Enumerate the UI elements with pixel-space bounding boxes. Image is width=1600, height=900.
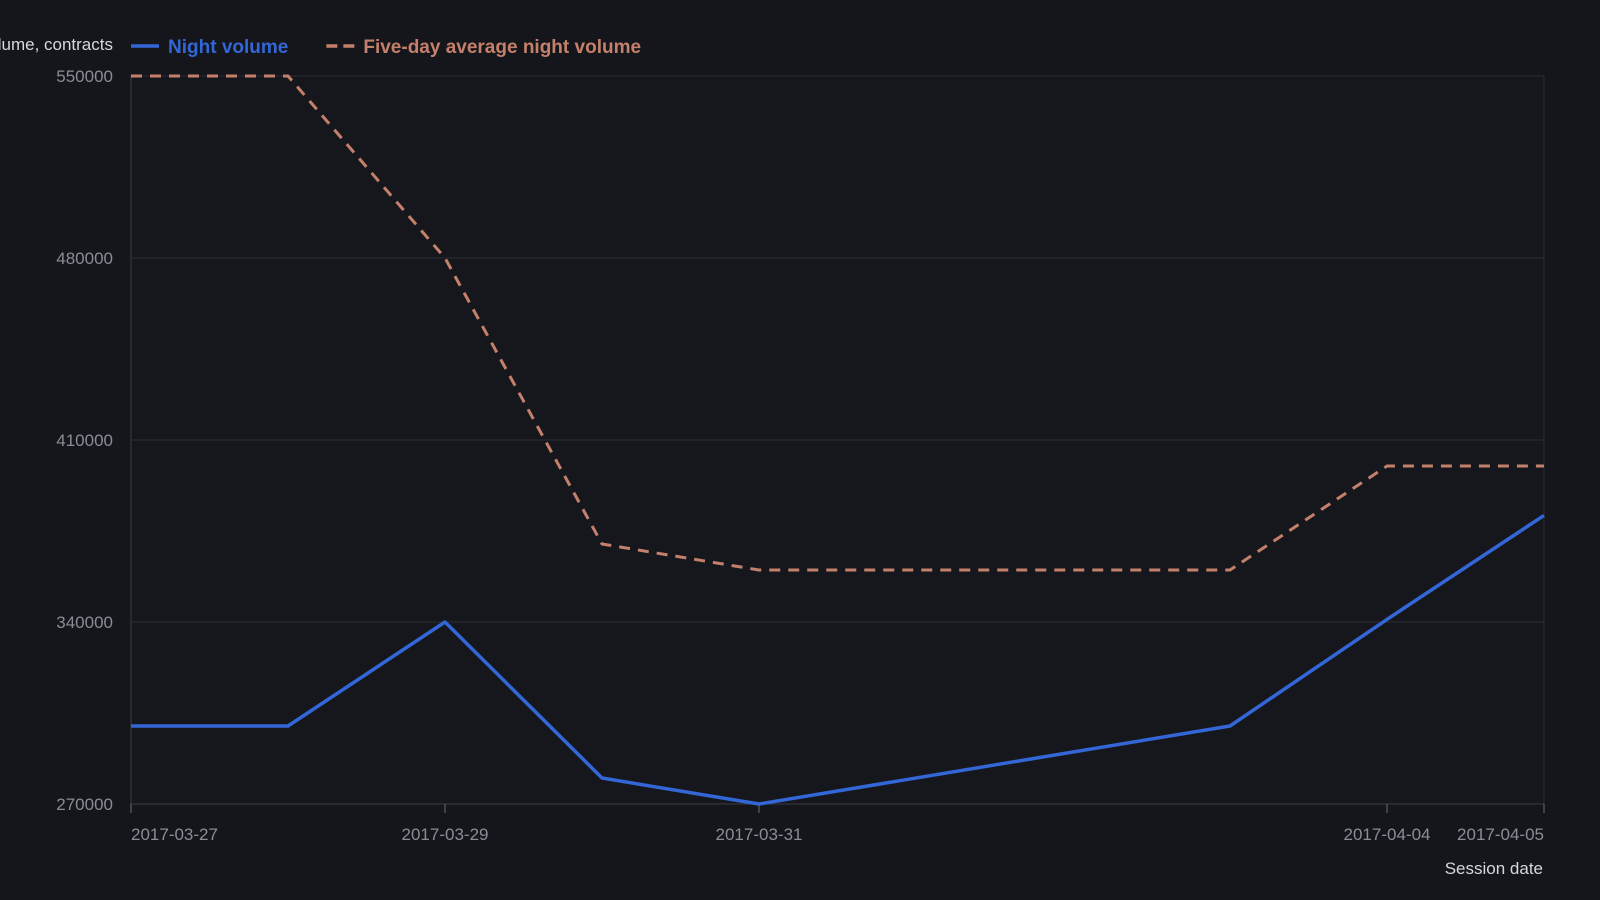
x-axis-label: Session date xyxy=(1445,859,1543,878)
y-axis-ticks: 270000 340000 410000 480000 550000 xyxy=(56,67,113,814)
series-line-1 xyxy=(131,513,1545,806)
y-tick-label: 480000 xyxy=(56,249,113,268)
x-tick-label: 2017-03-31 xyxy=(716,825,803,844)
x-tick-label: 2017-04-05 xyxy=(1457,825,1544,844)
x-axis-ticks: 2017-03-27 2017-03-29 2017-03-31 2017-04-04… xyxy=(130,804,1545,844)
legend: Night volume Five-day average night volum… xyxy=(131,37,641,58)
series-line-2 xyxy=(131,74,1544,572)
legend-label: Night volume xyxy=(168,37,288,58)
x-tick-label: 2017-04-04 xyxy=(1344,825,1431,844)
y-axis-label: Night volume, contracts xyxy=(0,35,113,54)
x-tick-label: 2017-03-27 xyxy=(131,825,218,844)
series-lines xyxy=(131,74,1545,806)
y-tick-label: 410000 xyxy=(56,431,113,450)
y-tick-label: 270000 xyxy=(56,795,113,814)
x-tick-label: 2017-03-29 xyxy=(402,825,489,844)
y-tick-label: 550000 xyxy=(56,67,113,86)
legend-label: Five-day average night volume xyxy=(363,37,641,58)
axes xyxy=(130,76,1545,805)
y-tick-label: 340000 xyxy=(56,613,113,632)
